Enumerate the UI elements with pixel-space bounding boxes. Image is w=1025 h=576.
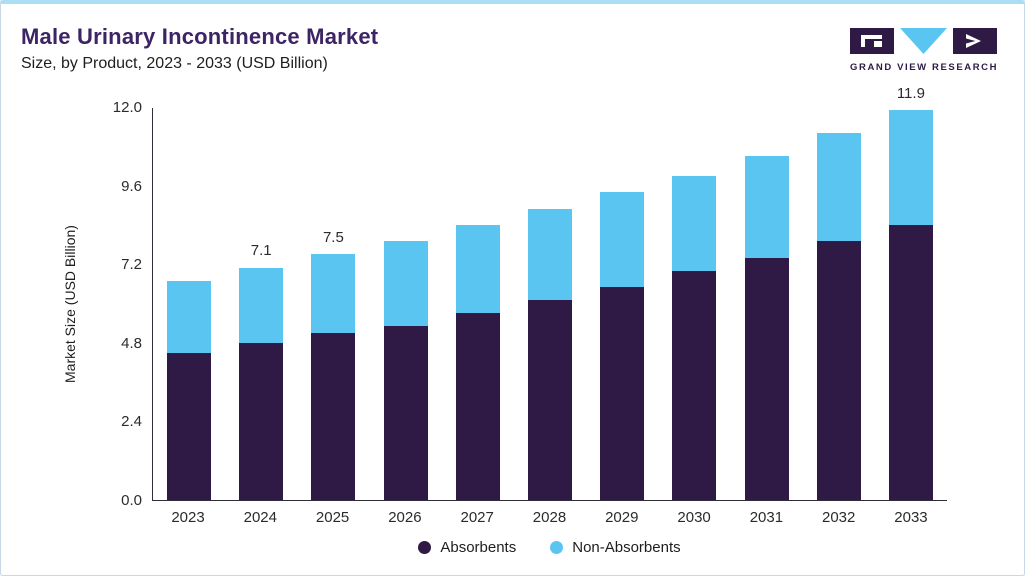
segment-absorbents-2033	[888, 224, 933, 500]
legend-label-absorbents: Absorbents	[440, 539, 517, 556]
y-tick-label: 0.0	[121, 492, 142, 509]
logo-text: GRAND VIEW RESEARCH	[850, 62, 999, 73]
segment-non-absorbents-2028	[527, 208, 572, 301]
segment-absorbents-2023	[167, 352, 211, 500]
segment-absorbents-2028	[527, 300, 572, 500]
segment-non-absorbents-2031	[744, 156, 789, 258]
segment-non-absorbents-2032	[816, 133, 861, 242]
segment-non-absorbents-2026	[383, 241, 428, 327]
x-tick-2032: 2032	[821, 509, 856, 526]
segment-absorbents-2030	[672, 270, 717, 500]
x-axis-labels: 2023 2024 2025 2026 2027 2028 2029 2030 2031 2032…	[152, 509, 947, 526]
y-tick-label: 12.0	[112, 99, 142, 116]
bar-2029	[600, 108, 645, 500]
y-axis-title: Market Size (USD Billion)	[62, 225, 78, 384]
segment-absorbents-2032	[816, 241, 861, 500]
x-tick-2025: 2025	[315, 509, 350, 526]
x-tick-2027: 2027	[460, 509, 494, 526]
segment-absorbents-2029	[600, 287, 645, 500]
y-tick-label: 9.6	[121, 177, 142, 195]
y-axis-ticks: 0.0 2.4 4.8 7.2 9.6 12.0	[90, 99, 152, 509]
bar-2024: 7.1	[239, 108, 284, 500]
logo-icon	[850, 28, 997, 54]
page-title: Male Urinary Incontinence Market	[21, 24, 379, 49]
y-tick-label: 7.2	[121, 256, 142, 274]
x-tick-2033: 2033	[894, 509, 928, 526]
bar-2032	[816, 108, 861, 500]
bar-value-label-2033: 11.9	[896, 85, 925, 103]
stacked-bar-chart: Market Size (USD Billion) 0.0 2.4 4.8 7.2 9.…	[1, 85, 947, 556]
bar-2028	[527, 108, 572, 500]
page-subtitle: Size, by Product, 2023 - 2033 (USD Billi…	[21, 55, 328, 72]
segment-absorbents-2024	[239, 342, 284, 500]
bar-2026	[383, 108, 428, 500]
x-tick-2023: 2023	[171, 509, 205, 526]
segment-non-absorbents-2023	[167, 280, 211, 353]
segment-non-absorbents-2024	[239, 267, 284, 343]
bar-value-label-2024: 7.1	[250, 242, 272, 260]
x-tick-2031: 2031	[749, 509, 784, 526]
non-absorbents-swatch-icon	[550, 541, 564, 554]
x-tick-2024: 2024	[243, 509, 277, 526]
x-tick-2030: 2030	[677, 509, 711, 526]
y-tick-label: 4.8	[121, 334, 142, 352]
bar-2030	[672, 108, 717, 500]
x-tick-2029: 2029	[605, 509, 639, 526]
absorbents-swatch-icon	[418, 541, 432, 554]
segment-absorbents-2026	[383, 326, 428, 500]
bar-2033: 11.9	[888, 85, 933, 500]
plot-column: 7.1 7.5 11.9 2023 2024 2025 2026 2027 2028 2029 2…	[152, 85, 947, 556]
bar-2023	[167, 108, 211, 500]
segment-non-absorbents-2030	[672, 175, 717, 271]
legend-label-non-absorbents: Non-Absorbents	[572, 539, 681, 556]
grand-view-research-logo: GRAND VIEW RESEARCH	[850, 28, 998, 73]
x-tick-2026: 2026	[388, 509, 422, 526]
segment-non-absorbents-2033	[888, 110, 933, 225]
bar-2027	[455, 108, 500, 500]
y-tick-label: 2.4	[121, 413, 142, 431]
segment-absorbents-2025	[311, 332, 356, 500]
segment-non-absorbents-2025	[311, 254, 356, 333]
chart-header: Male Urinary Incontinence Market Size, b…	[21, 24, 378, 73]
legend: Absorbents Non-Absorbents	[152, 539, 947, 556]
segment-absorbents-2027	[455, 313, 500, 500]
segment-non-absorbents-2027	[455, 224, 500, 314]
segment-non-absorbents-2029	[600, 192, 645, 288]
legend-item-absorbents: Absorbents	[418, 539, 516, 556]
bar-2025: 7.5	[311, 108, 356, 500]
legend-item-non-absorbents: Non-Absorbents	[550, 539, 681, 556]
x-tick-2028: 2028	[532, 509, 567, 526]
bar-2031	[744, 108, 789, 500]
plot-area: 7.1 7.5 11.9	[152, 85, 947, 501]
bar-value-label-2025: 7.5	[322, 229, 344, 247]
segment-absorbents-2031	[744, 257, 789, 500]
y-axis-title-column: Market Size (USD Billion)	[58, 108, 90, 501]
